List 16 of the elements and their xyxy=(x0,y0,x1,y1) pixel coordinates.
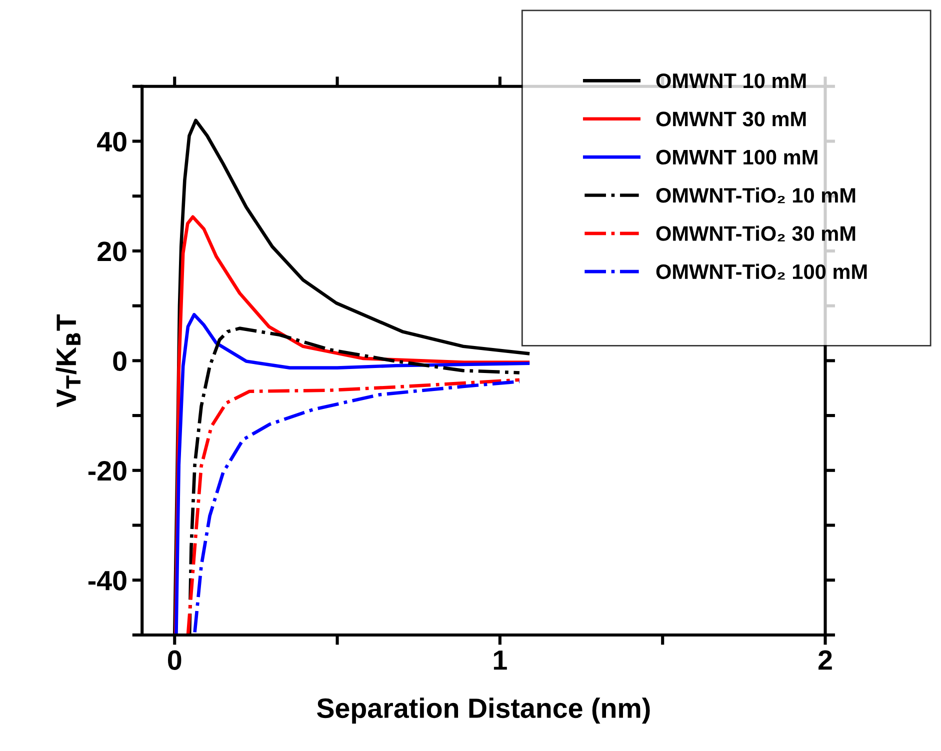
legend-label: OMWNT-TiO₂ 10 mM xyxy=(656,187,856,204)
x-tick-label: 1 xyxy=(494,650,507,670)
legend-label: OMWNT 100 mM xyxy=(656,150,818,165)
legend-label: OMWNT 10 mM xyxy=(656,73,806,88)
x-tick-label: 2 xyxy=(818,650,832,670)
x-axis-title: Separation Distance (nm) xyxy=(317,698,650,724)
y-tick-label: 20 xyxy=(98,242,126,262)
y-tick-label: 0 xyxy=(113,351,126,372)
y-tick-label: 40 xyxy=(97,132,126,152)
y-tick-label: -20 xyxy=(88,461,126,481)
legend-label: OMWNT-TiO₂ 100 mM xyxy=(656,264,867,280)
legend-label: OMWNT-TiO₂ 30 mM xyxy=(656,226,856,242)
y-tick-label: -40 xyxy=(88,570,126,590)
y-axis-title: V$_{T}$/K$_{B}$T xyxy=(56,314,80,408)
x-tick-label: 0 xyxy=(168,650,182,670)
legend-label: OMWNT 30 mM xyxy=(656,112,806,126)
